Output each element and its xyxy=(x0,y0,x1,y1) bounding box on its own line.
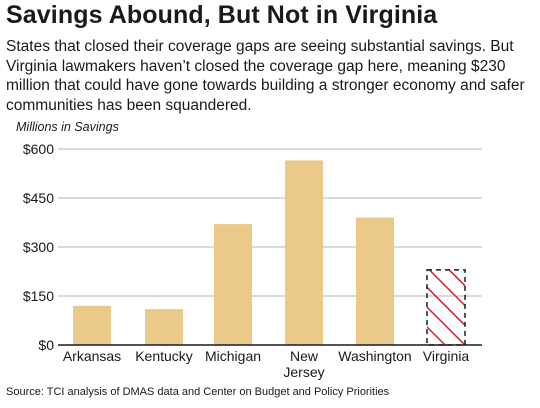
bar-virginia-hatched xyxy=(426,269,466,346)
chart-subtitle: States that closed their coverage gaps a… xyxy=(6,38,525,114)
bar-michigan xyxy=(214,224,252,345)
x-category-labels: Arkansas Kentucky Michigan New Jersey Washing… xyxy=(63,348,470,380)
bar-kentucky xyxy=(145,309,183,345)
x-category-label: Michigan xyxy=(205,348,261,364)
y-axis-label: Millions in Savings xyxy=(16,120,119,134)
bar-washington xyxy=(356,217,394,345)
gridlines xyxy=(58,148,482,297)
x-category-label: New Jersey xyxy=(283,348,324,380)
source-note: Source: TCI analysis of DMAS data and Ce… xyxy=(6,386,390,398)
x-category-label: Washington xyxy=(338,348,411,364)
bars xyxy=(73,160,466,346)
bar-new-jersey xyxy=(285,160,323,345)
y-tick-label: $600 xyxy=(23,141,54,157)
y-tick-labels: $0 $150 $300 $450 $600 xyxy=(23,141,54,353)
y-tick-label: $450 xyxy=(23,190,54,206)
y-tick-label: $0 xyxy=(38,337,54,353)
x-category-label: Virginia xyxy=(423,348,470,364)
y-tick-label: $150 xyxy=(23,288,54,304)
bar-arkansas xyxy=(73,305,111,345)
y-tick-label: $300 xyxy=(23,239,54,255)
chart-title: Savings Abound, But Not in Virginia xyxy=(6,1,438,29)
x-category-label: Arkansas xyxy=(63,348,121,364)
x-category-label: Kentucky xyxy=(135,348,193,364)
